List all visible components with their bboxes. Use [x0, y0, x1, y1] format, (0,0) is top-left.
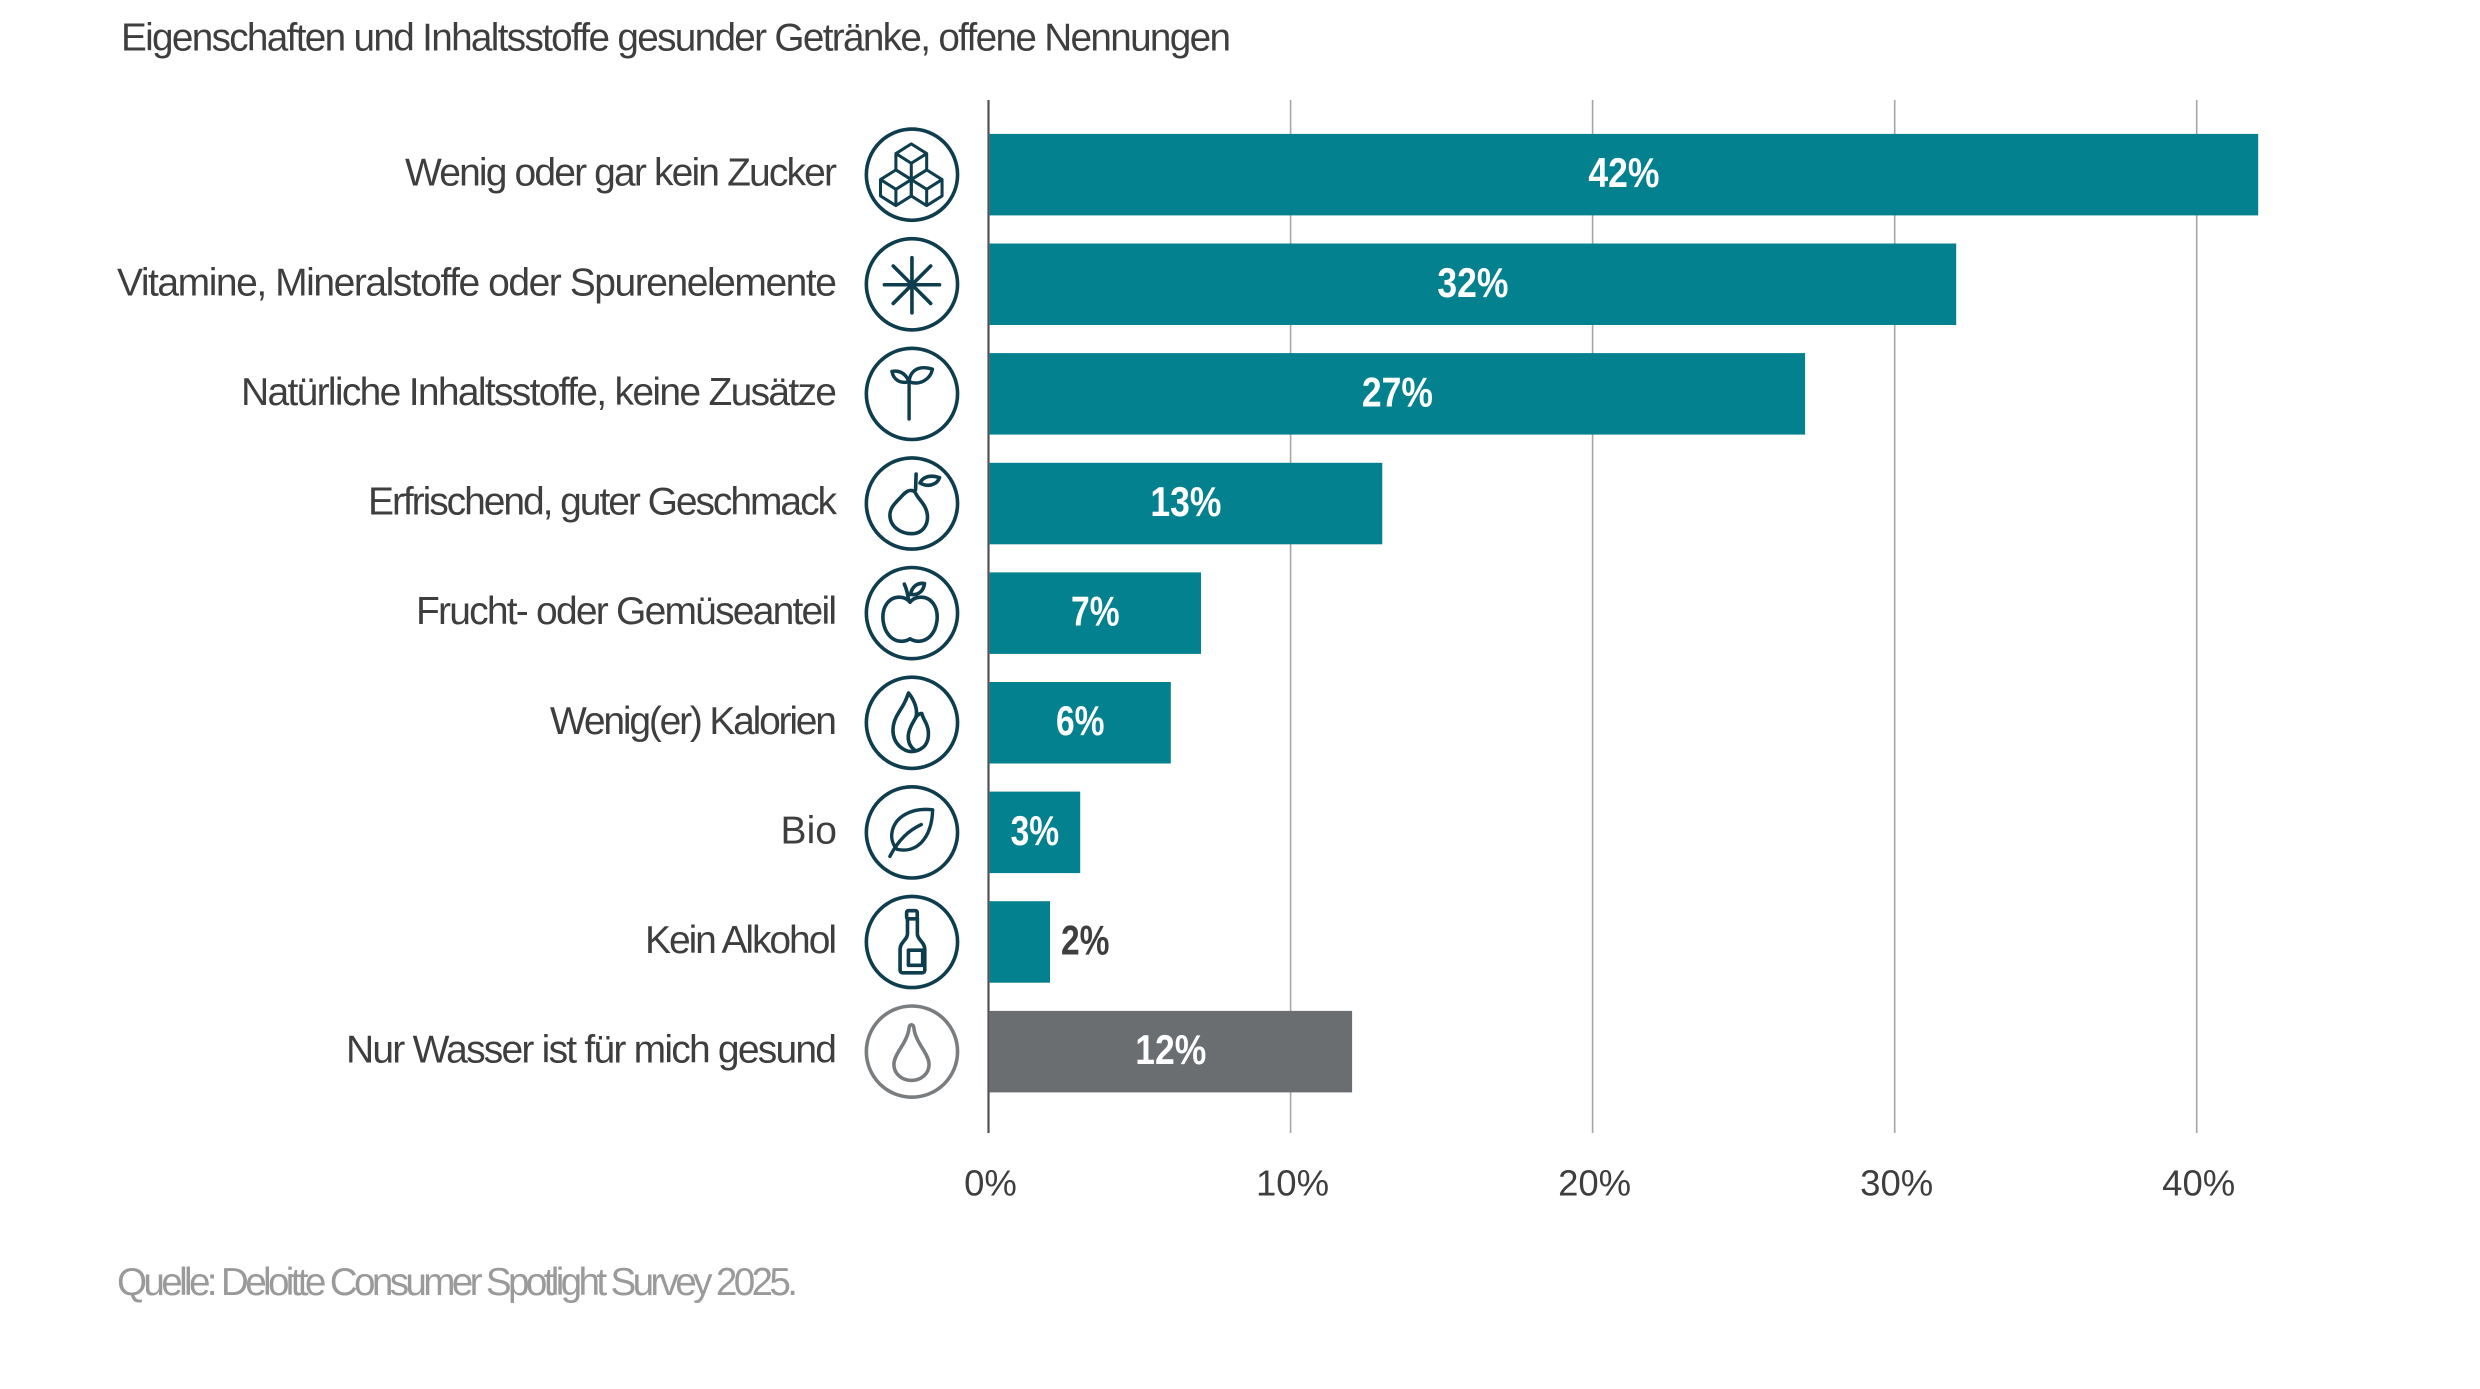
svg-text:2%: 2% — [1061, 917, 1110, 964]
svg-text:Wenig(er) Kalorien: Wenig(er) Kalorien — [550, 700, 837, 743]
svg-text:Quelle: Deloitte Consumer Spot: Quelle: Deloitte Consumer Spotlight Surv… — [117, 1261, 798, 1304]
svg-text:27%: 27% — [1362, 368, 1433, 415]
svg-text:Natürliche Inhaltsstoffe, kein: Natürliche Inhaltsstoffe, keine Zusätze — [241, 371, 837, 414]
svg-text:Frucht- oder Gemüseanteil: Frucht- oder Gemüseanteil — [416, 590, 837, 633]
svg-text:40%: 40% — [2162, 1162, 2235, 1203]
svg-text:Erfrischend, guter Geschmack: Erfrischend, guter Geschmack — [368, 481, 838, 524]
svg-text:Eigenschaften und Inhaltsstoff: Eigenschaften und Inhaltsstoffe gesunder… — [121, 17, 1231, 60]
svg-text:30%: 30% — [1860, 1162, 1933, 1203]
svg-text:42%: 42% — [1588, 149, 1659, 196]
svg-text:Vitamine, Mineralstoffe oder S: Vitamine, Mineralstoffe oder Spureneleme… — [117, 261, 837, 304]
svg-text:Nur Wasser ist für mich gesund: Nur Wasser ist für mich gesund — [346, 1029, 837, 1072]
svg-text:12%: 12% — [1135, 1026, 1206, 1073]
svg-text:Kein Alkohol: Kein Alkohol — [645, 919, 837, 962]
svg-text:0%: 0% — [964, 1162, 1017, 1203]
svg-text:13%: 13% — [1150, 478, 1221, 525]
svg-text:32%: 32% — [1437, 259, 1508, 306]
svg-text:20%: 20% — [1558, 1162, 1631, 1203]
svg-text:6%: 6% — [1056, 697, 1105, 744]
svg-text:7%: 7% — [1071, 588, 1120, 635]
svg-text:3%: 3% — [1011, 807, 1060, 854]
svg-text:Wenig oder gar kein Zucker: Wenig oder gar kein Zucker — [405, 152, 837, 195]
svg-text:10%: 10% — [1256, 1162, 1329, 1203]
svg-text:Bio: Bio — [781, 809, 838, 852]
